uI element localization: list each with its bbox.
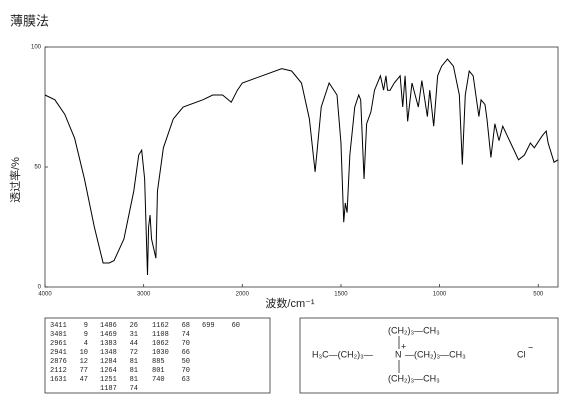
y-tick-label: 50 [34, 165, 41, 171]
peak-transmittance: 81 [130, 376, 138, 384]
chem-center: N [395, 349, 402, 359]
x-tick-label: 2000 [236, 292, 250, 298]
peak-transmittance: 26 [130, 322, 138, 330]
peak-transmittance: 68 [182, 322, 190, 330]
peak-wavenumber: 1062 [152, 340, 169, 348]
structure-frame [299, 317, 559, 394]
peak-wavenumber: 1251 [100, 376, 117, 384]
peak-wavenumber: 1108 [152, 331, 169, 339]
peak-wavenumber: 1348 [100, 349, 117, 357]
y-tick-label: 100 [31, 45, 42, 51]
peak-transmittance: 70 [182, 340, 190, 348]
peak-wavenumber: 2961 [50, 340, 67, 348]
peak-wavenumber: 2941 [50, 349, 67, 357]
chem-bottom: (CH₂)₃—CH₃ [388, 373, 440, 383]
chart-title: 薄膜法 [10, 13, 49, 28]
table-frame [44, 317, 271, 394]
peak-wavenumber: 1162 [152, 322, 169, 330]
peak-wavenumber: 885 [152, 358, 165, 366]
peak-transmittance: 4 [84, 340, 88, 348]
peak-transmittance: 60 [232, 322, 240, 330]
x-tick-label: 1500 [334, 292, 348, 298]
peak-transmittance: 72 [130, 349, 138, 357]
y-tick-label: 0 [38, 285, 42, 291]
peak-transmittance: 50 [182, 358, 190, 366]
peak-transmittance: 74 [182, 331, 190, 339]
peak-transmittance: 81 [130, 358, 138, 366]
peak-wavenumber: 740 [152, 376, 165, 384]
y-axis-label: 透过率/% [8, 157, 22, 203]
x-axis-label: 波数/cm⁻¹ [265, 297, 315, 310]
chem-top: (CH₂)₃—CH₃ [388, 325, 440, 335]
x-tick-label: 4000 [38, 292, 52, 298]
peak-wavenumber: 1187 [100, 385, 117, 393]
x-tick-label: 3000 [137, 292, 151, 298]
peak-wavenumber: 1284 [100, 358, 117, 366]
peak-wavenumber: 801 [152, 367, 165, 375]
peak-transmittance: 9 [84, 322, 88, 330]
peak-transmittance: 66 [182, 349, 190, 357]
x-tick-label: 500 [533, 292, 544, 298]
peak-transmittance: 47 [80, 376, 88, 384]
peak-wavenumber: 1383 [100, 340, 117, 348]
peak-transmittance: 31 [130, 331, 138, 339]
x-tick-label: 1000 [433, 292, 447, 298]
peak-transmittance: 10 [80, 349, 88, 357]
peak-wavenumber: 3411 [50, 322, 67, 330]
chem-right: —(CH₂)₃—CH₃ [405, 349, 466, 359]
peak-transmittance: 81 [130, 367, 138, 375]
chem-left: H₃C—(CH₂)₃— [312, 349, 373, 359]
chem-charge: + [401, 341, 406, 351]
peak-transmittance: 44 [130, 340, 138, 348]
peak-transmittance: 63 [182, 376, 190, 384]
peak-wavenumber: 1631 [50, 376, 67, 384]
peak-transmittance: 9 [84, 331, 88, 339]
chem-anion: Cl [517, 349, 526, 359]
peak-wavenumber: 3401 [50, 331, 67, 339]
peak-transmittance: 77 [80, 367, 88, 375]
peak-transmittance: 12 [80, 358, 88, 366]
peak-wavenumber: 1264 [100, 367, 117, 375]
peak-wavenumber: 2112 [50, 367, 67, 375]
peak-wavenumber: 1469 [100, 331, 117, 339]
peak-wavenumber: 2876 [50, 358, 67, 366]
spectrum-line [44, 58, 559, 276]
peak-wavenumber: 1030 [152, 349, 169, 357]
chem-anion-charge: − [528, 342, 533, 352]
peak-wavenumber: 1486 [100, 322, 117, 330]
peak-transmittance: 74 [130, 385, 138, 393]
peak-transmittance: 70 [182, 367, 190, 375]
peak-wavenumber: 699 [202, 322, 215, 330]
